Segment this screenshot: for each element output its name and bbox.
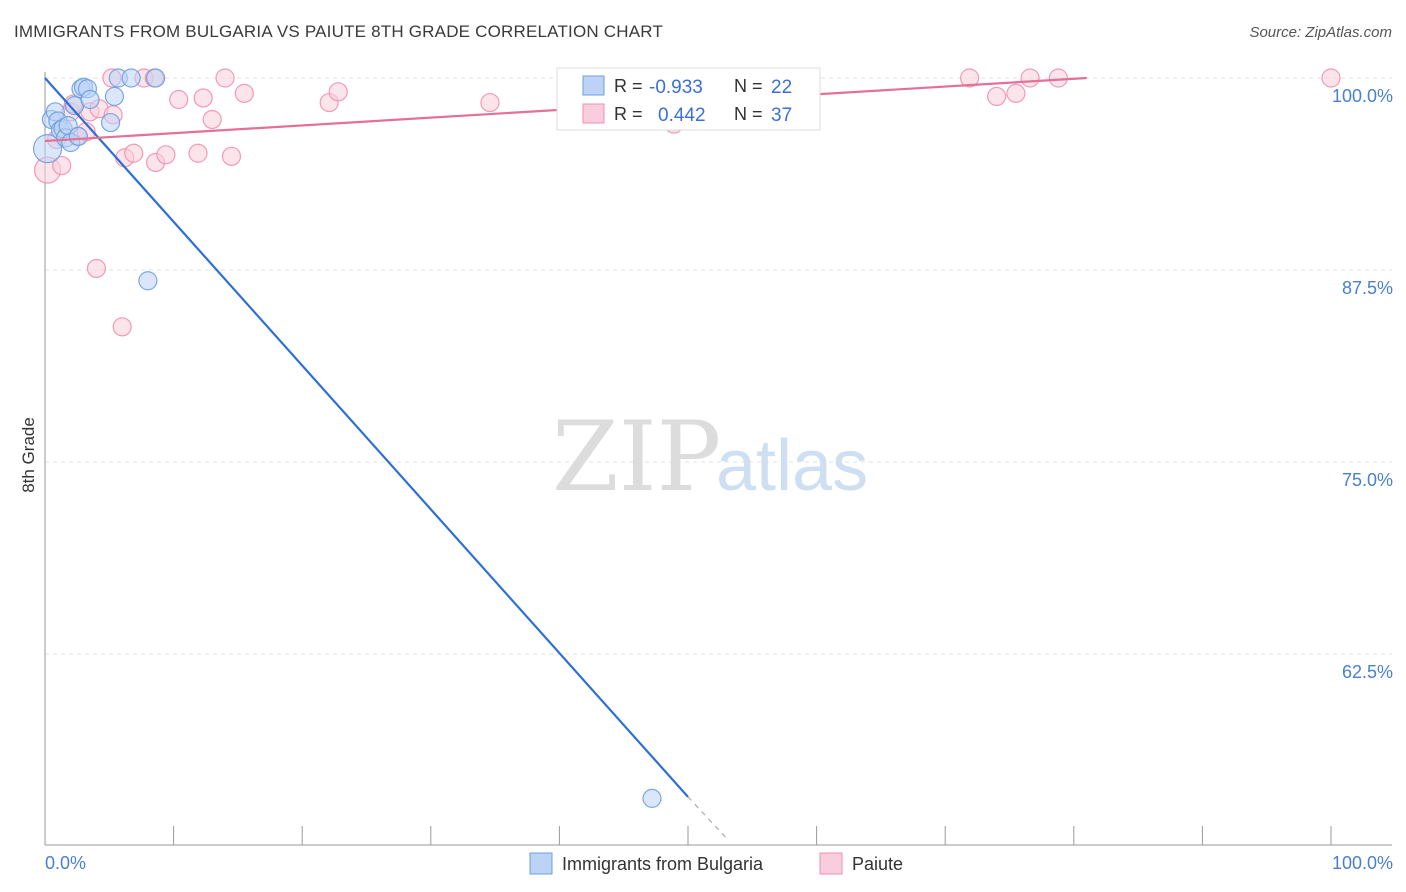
stats-bulgaria-n-value: 22 <box>771 77 792 98</box>
paiute-point-12 <box>112 317 132 337</box>
bulgaria-point-20 <box>138 271 158 291</box>
paiute-point-35 <box>1020 68 1040 88</box>
paiute-point-20 <box>188 143 208 163</box>
y-tick-label-1: 75.0% <box>1342 470 1393 490</box>
paiute-point-25 <box>234 83 254 103</box>
stats-paiute-r-value: 0.442 <box>658 105 706 126</box>
paiute-point-24 <box>221 146 242 166</box>
bulgaria-point-21 <box>642 788 662 808</box>
stats-box: R = -0.933 N = 22 R = 0.442 N = 37 <box>556 67 821 131</box>
y-tick-label-3: 100.0% <box>1332 86 1393 106</box>
paiute-point-32 <box>960 68 980 88</box>
legend-bulgaria-label: Immigrants from Bulgaria <box>562 854 764 874</box>
bulgaria-point-0 <box>32 134 63 164</box>
paiute-point-33 <box>987 86 1007 107</box>
x-tick-labels: 0.0% 100.0% <box>45 853 1393 873</box>
gridlines <box>45 77 1392 655</box>
bulgaria-point-16 <box>104 86 125 107</box>
bulgaria-point-14 <box>80 89 100 110</box>
paiute-point-2 <box>52 155 72 176</box>
legend-bulgaria-swatch <box>529 852 553 875</box>
bulgaria-trend-line <box>44 77 689 798</box>
paiute-point-14 <box>124 143 144 163</box>
paiute-point-28 <box>480 92 500 113</box>
paiute-point-18 <box>156 145 176 165</box>
legend: Immigrants from Bulgaria Paiute <box>529 852 903 875</box>
stats-paiute-n-label: N = <box>734 104 763 124</box>
paiute-point-22 <box>202 109 222 130</box>
paiute-point-19 <box>169 89 189 110</box>
paiute-point-37 <box>1321 68 1341 88</box>
paiute-point-36 <box>1048 68 1068 88</box>
paiute-point-8 <box>86 258 107 279</box>
y-tick-labels: 62.5% 75.0% 87.5% 100.0% <box>1332 86 1393 682</box>
bulgaria-point-19 <box>145 68 166 88</box>
watermark-zip: ZIP <box>552 401 721 513</box>
paiute-point-21 <box>193 88 213 108</box>
bulgaria-point-18 <box>121 68 141 88</box>
watermark: ZIP atlas <box>552 401 868 513</box>
bulgaria-point-15 <box>100 112 121 133</box>
stats-bulgaria-swatch <box>582 75 605 96</box>
chart-title: IMMIGRANTS FROM BULGARIA VS PAIUTE 8TH G… <box>14 22 664 41</box>
bulgaria-points <box>32 68 662 808</box>
y-axis-title: 8th Grade <box>19 417 38 493</box>
y-tick-label-2: 87.5% <box>1342 278 1393 298</box>
stats-paiute-n-value: 37 <box>771 105 792 126</box>
y-tick-label-0: 62.5% <box>1342 662 1393 682</box>
x-tick-label-0: 0.0% <box>45 853 86 873</box>
x-tick-label-1: 100.0% <box>1332 853 1393 873</box>
axes <box>44 72 1392 846</box>
bulgaria-point-10 <box>68 126 89 146</box>
stats-bulgaria-r-label: R = <box>614 76 643 96</box>
legend-paiute-swatch <box>819 852 843 875</box>
stats-paiute-swatch <box>582 103 605 124</box>
paiute-point-34 <box>1006 83 1026 103</box>
stats-bulgaria-n-label: N = <box>734 76 763 96</box>
stats-paiute-r-label: R = <box>614 104 643 124</box>
watermark-atlas: atlas <box>716 426 868 506</box>
paiute-point-23 <box>215 68 235 88</box>
source-label: Source: ZipAtlas.com <box>1249 24 1392 41</box>
bulgaria-trend-extension <box>687 796 728 839</box>
stats-bulgaria-r-value: -0.933 <box>649 77 703 98</box>
legend-paiute-label: Paiute <box>852 854 903 874</box>
paiute-point-27 <box>328 82 348 102</box>
